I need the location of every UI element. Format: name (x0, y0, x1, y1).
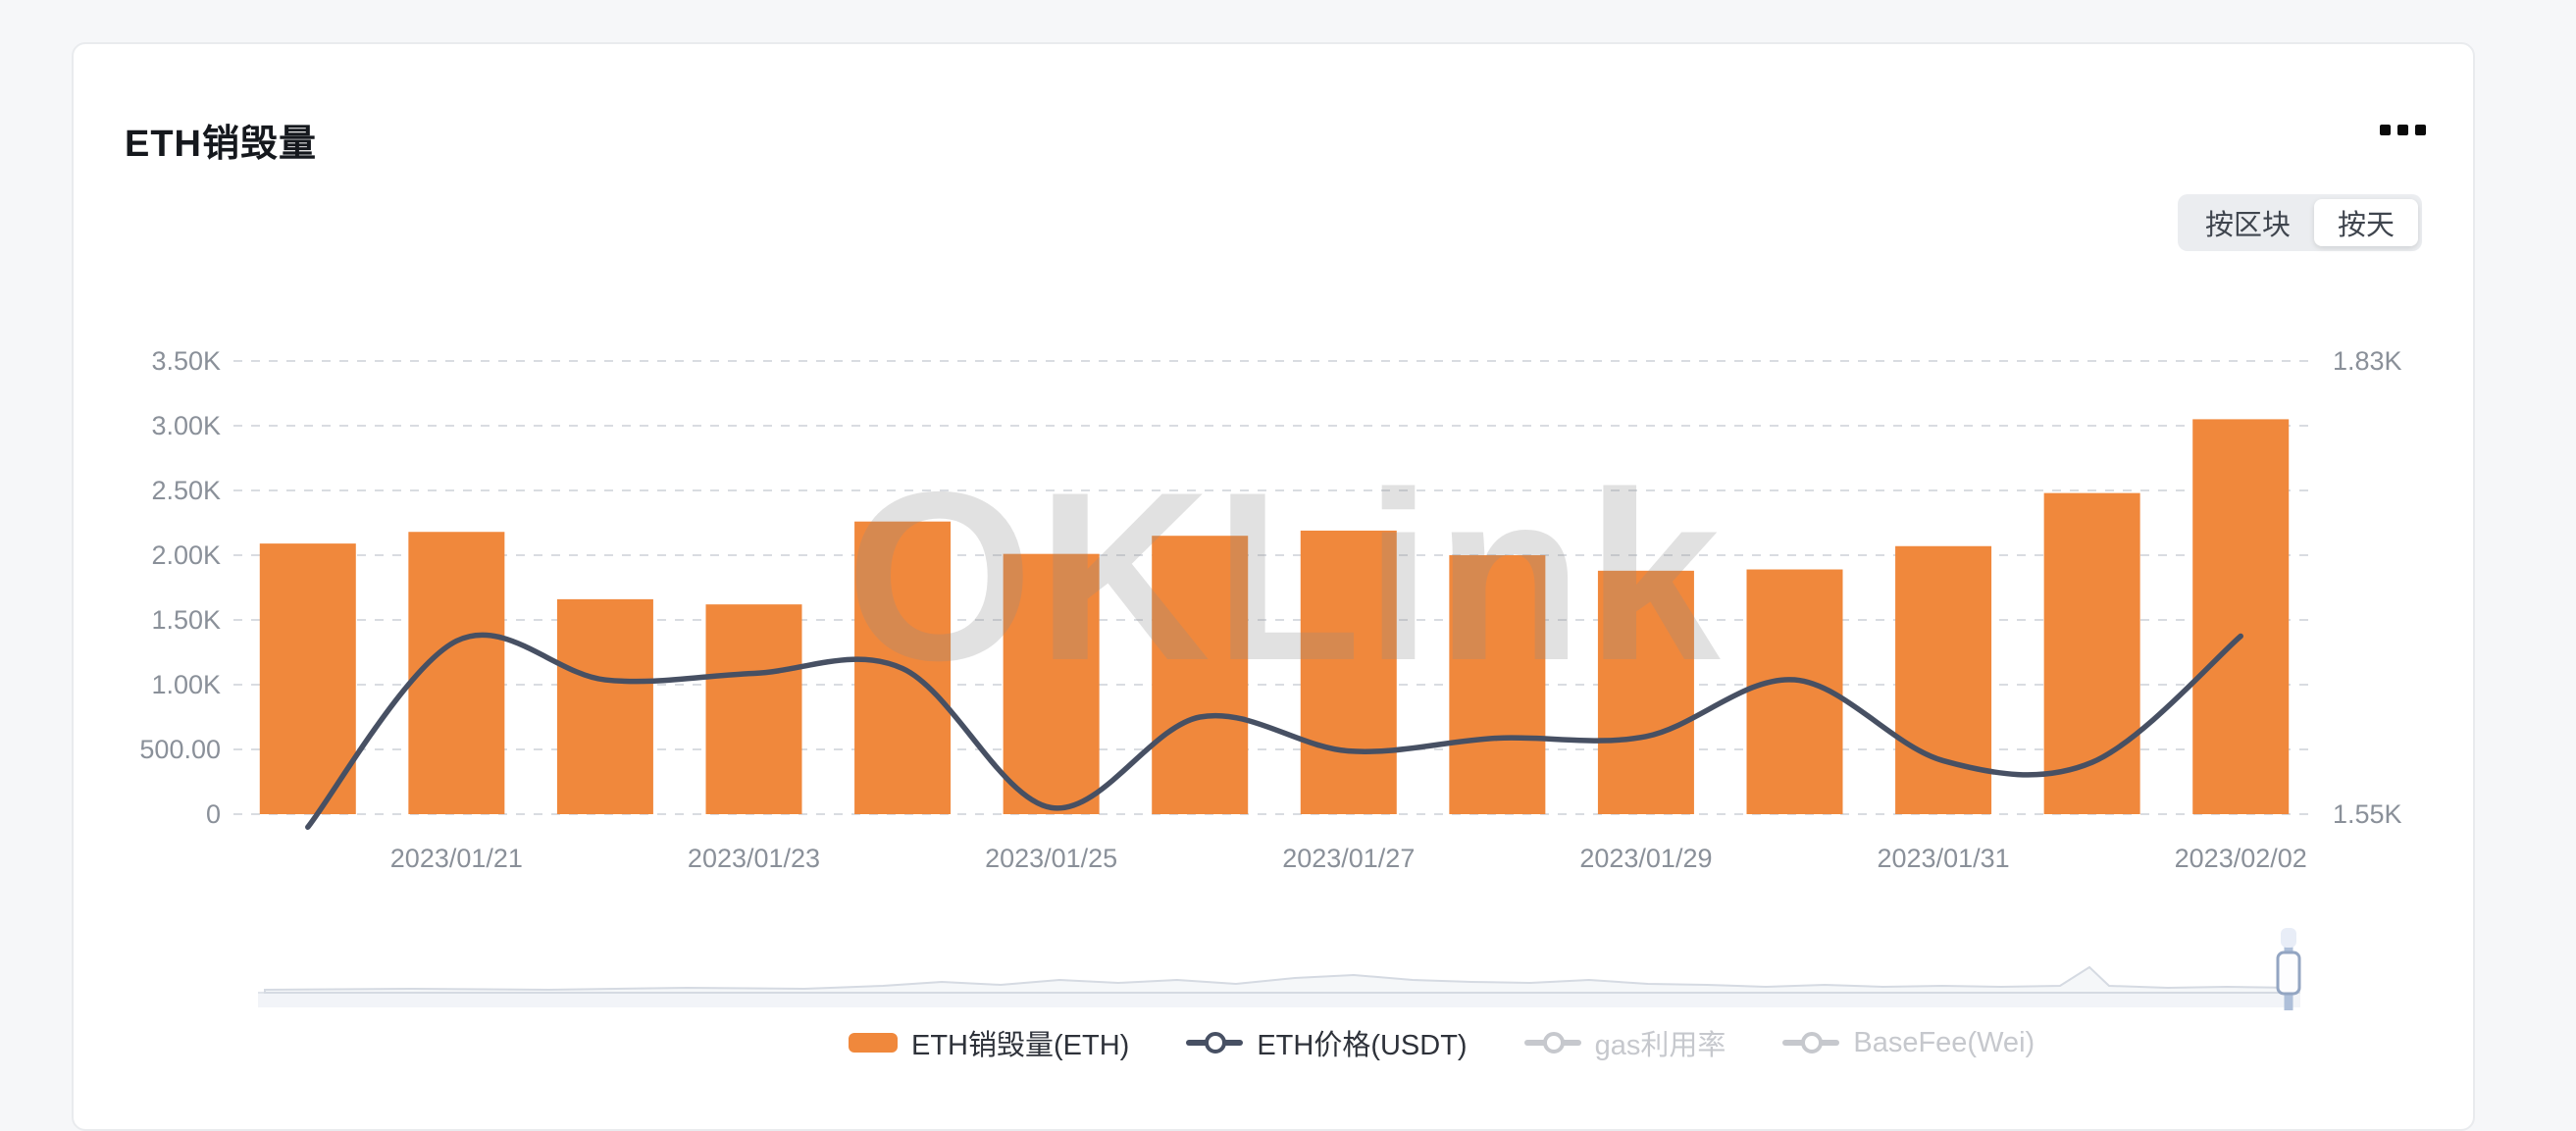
bar-2023/01/29[interactable] (1597, 570, 1694, 814)
legend-label: BaseFee(Wei) (1853, 1026, 2035, 1058)
x-axis-tick-label: 2023/01/25 (985, 844, 1117, 873)
navigator-handle-knob[interactable] (2281, 928, 2296, 948)
x-axis-tick-label: 2023/01/21 (390, 844, 523, 873)
navigator-right-handle[interactable] (2276, 951, 2301, 996)
bar-2023/02/02[interactable] (2192, 419, 2290, 814)
line-series-marker-icon (1782, 1032, 1840, 1054)
line-series-marker-icon (1186, 1032, 1244, 1054)
bar-series-swatch-icon (849, 1033, 898, 1053)
y-axis-tick-label: 1.00K (151, 670, 221, 699)
bar-2023/01/28[interactable] (1449, 555, 1546, 814)
legend-label: ETH价格(USDT) (1257, 1030, 1468, 1061)
x-axis-tick-label: 2023/01/27 (1282, 844, 1415, 873)
bar-2023/01/27[interactable] (1300, 530, 1397, 814)
right-axis-max-label: 1.83K (2333, 346, 2402, 376)
bar-2023/01/31[interactable] (1895, 545, 1992, 814)
x-axis-tick-label: 2023/01/23 (688, 844, 820, 873)
navigator-data-shadow (264, 965, 2296, 994)
chart-title: ETH销毁量 (125, 124, 318, 165)
more-dot-icon (2397, 125, 2408, 135)
legend-item-eth-burn[interactable]: ETH销毁量(ETH) (849, 1022, 1129, 1063)
y-axis-tick-label: 3.50K (151, 346, 221, 376)
y-axis-tick-label: 2.00K (151, 540, 221, 570)
y-axis-tick-label: 1.50K (151, 605, 221, 635)
legend-item-eth-price[interactable]: ETH价格(USDT) (1186, 1022, 1468, 1063)
watermark: OKLink (846, 441, 1724, 710)
bar-2023/01/23[interactable] (705, 604, 802, 814)
bar-2023/01/20[interactable] (259, 543, 356, 814)
legend-item-gas-utilization[interactable]: gas利用率 (1523, 1022, 1726, 1063)
bar-2023/01/22[interactable] (556, 598, 653, 814)
right-axis-min-label: 1.55K (2333, 799, 2402, 829)
bar-2023/02/01[interactable] (2043, 492, 2140, 814)
x-axis-tick-label: 2023/01/29 (1579, 844, 1712, 873)
x-axis-tick-label: 2023/02/02 (2175, 844, 2307, 873)
bar-2023/01/25[interactable] (1003, 553, 1100, 814)
line-series-marker-icon (1523, 1032, 1581, 1054)
legend-label: ETH销毁量(ETH) (911, 1030, 1130, 1061)
chart-canvas: 0 500.00 1.00K 1.50K 2.00K 2.50K 3.00K 3.50K 1.8… (139, 346, 2402, 1010)
granularity-toggle: 按区块 按天 (2177, 194, 2422, 251)
navigator-track[interactable] (258, 993, 2300, 1007)
y-axis-tick-label: 2.50K (151, 476, 221, 505)
y-axis-tick-label: 3.00K (151, 411, 221, 440)
granularity-by-day-button[interactable]: 按天 (2313, 199, 2418, 246)
granularity-by-block-button[interactable]: 按区块 (2204, 210, 2291, 241)
chart-legend: ETH销毁量(ETH) ETH价格(USDT) gas利用率 BaseFee(W… (849, 1022, 2035, 1063)
more-dot-icon (2415, 125, 2426, 135)
bar-2023/01/21[interactable] (408, 532, 505, 814)
more-menu-button[interactable] (2380, 125, 2426, 135)
x-axis-tick-label: 2023/01/31 (1878, 844, 2010, 873)
more-dot-icon (2380, 125, 2391, 135)
legend-label: gas利用率 (1594, 1030, 1726, 1061)
legend-item-basefee[interactable]: BaseFee(Wei) (1782, 1027, 2035, 1059)
y-axis-tick-label: 500.00 (139, 735, 221, 764)
price-line[interactable] (305, 632, 2243, 830)
y-axis-tick-label: 0 (206, 799, 221, 829)
bar-2023/01/26[interactable] (1152, 536, 1249, 814)
